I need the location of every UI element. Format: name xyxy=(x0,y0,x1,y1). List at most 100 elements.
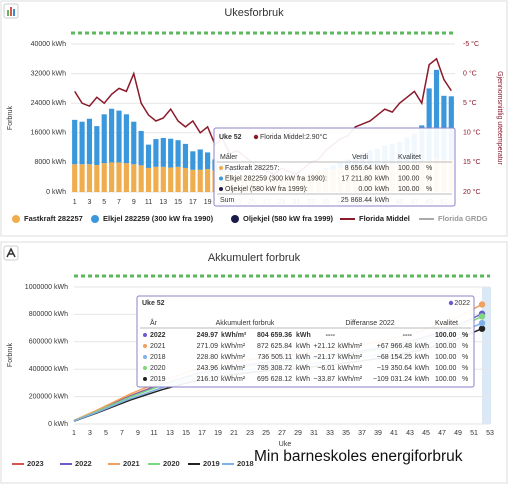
tooltip-bullet xyxy=(143,355,147,359)
x-tick-label: 15 xyxy=(182,430,190,437)
tooltip-sum: 25 868.44 xyxy=(341,197,372,204)
bar xyxy=(190,169,196,192)
tooltip-cell: kWh xyxy=(375,186,389,193)
legend-swatch xyxy=(231,215,239,223)
x-tick-label: 3 xyxy=(88,430,92,437)
x-tick-label: 51 xyxy=(470,430,478,437)
bar xyxy=(138,130,144,166)
caption: Min barneskoles energiforbruk xyxy=(254,448,463,465)
tooltip-cell: kWh/m² xyxy=(221,376,246,383)
x-tick-label: 7 xyxy=(117,199,121,206)
tooltip-cell: kWh/m² xyxy=(221,365,246,372)
tooltip-cell: 216.10 xyxy=(197,376,219,383)
tooltip-header: Differanse 2022 xyxy=(345,320,394,327)
tooltip-cell: kWh xyxy=(296,365,310,372)
bar xyxy=(116,162,122,192)
tooltip-header: År xyxy=(150,318,158,327)
x-tick-label: 19 xyxy=(204,199,212,206)
y-tick-label: 24000 kWh xyxy=(31,100,67,107)
y-tick-label: 8000 kWh xyxy=(34,159,66,166)
bar xyxy=(205,169,211,192)
bar xyxy=(94,164,100,192)
bar xyxy=(86,164,93,192)
bar xyxy=(153,166,159,192)
icon-bar xyxy=(7,10,9,16)
tooltip-cell: 17 211.80 xyxy=(341,175,372,182)
tooltip-cell: 736 505.11 xyxy=(257,354,292,361)
tooltip-cell: kWh xyxy=(296,354,310,361)
y-tick-label: 40000 kWh xyxy=(31,41,67,48)
bar xyxy=(426,88,432,161)
legend-label: 2020 xyxy=(163,459,180,468)
tooltip-bullet xyxy=(219,187,223,191)
bar xyxy=(79,164,85,192)
x-tick-label: 47 xyxy=(438,430,446,437)
tooltip-cell: −19 350.64 xyxy=(377,365,412,372)
tooltip-title: Uke 52 xyxy=(219,134,242,141)
tooltip-header: Måler xyxy=(220,153,238,161)
tooltip-cell: +67 966.48 xyxy=(377,343,412,350)
tooltip-cell: ---- xyxy=(326,332,336,339)
x-tick-label: 1 xyxy=(72,430,76,437)
bar xyxy=(138,165,144,192)
x-tick-label: 27 xyxy=(278,430,286,437)
tooltip-cell: 2019 xyxy=(150,376,166,383)
tooltip-cell: Elkjel 282259 (300 kW fra 1990): xyxy=(225,175,327,182)
tooltip-bullet xyxy=(143,377,147,381)
bar xyxy=(131,121,137,165)
bar xyxy=(160,166,166,192)
legend-label: Florida GRDG xyxy=(438,214,488,223)
bar xyxy=(182,143,189,168)
tooltip-cell: 100.00 xyxy=(435,354,457,361)
bar xyxy=(197,149,203,170)
tooltip-cell: 2020 xyxy=(150,365,166,372)
icon-glyph xyxy=(6,247,16,258)
tooltip-cell: −33.87 xyxy=(313,376,335,383)
tooltip-cell: % xyxy=(462,354,468,361)
x-tick-label: 37 xyxy=(358,430,366,437)
x-tick-label: 43 xyxy=(406,430,414,437)
tooltip-cell: 228.80 xyxy=(197,354,219,361)
tooltip-cell: % xyxy=(462,343,468,350)
tooltip-cell: kWh/m² xyxy=(221,354,246,361)
y2-tick-label: 5 °C xyxy=(463,99,477,107)
x-tick-label: 17 xyxy=(189,199,197,206)
bar xyxy=(109,108,115,163)
x-tick-label: 1 xyxy=(73,199,77,206)
tooltip-cell: kWh/m² xyxy=(338,376,363,383)
tooltip-cell: kWh xyxy=(415,376,429,383)
bar xyxy=(109,162,115,192)
tooltip-bullet xyxy=(143,366,147,370)
y2-tick-label: 10 °C xyxy=(463,129,481,137)
tooltip-cell: % xyxy=(462,376,468,383)
bar xyxy=(123,114,129,164)
bar xyxy=(145,167,152,192)
x-tick-label: 5 xyxy=(102,199,106,206)
x-tick-label: 25 xyxy=(262,430,270,437)
tooltip-cell: −109 031.24 xyxy=(373,376,412,383)
tooltip-cell: 271.09 xyxy=(197,343,219,350)
tooltip-cell: 785 308.72 xyxy=(257,365,292,372)
tooltip-cell: % xyxy=(462,365,468,372)
tooltip-sum: kWh xyxy=(375,197,389,204)
x-tick-label: 39 xyxy=(374,430,382,437)
tooltip-cell: 872 625.84 xyxy=(257,343,292,350)
end-marker xyxy=(478,319,486,327)
chart-title: Akkumulert forbruk xyxy=(208,252,301,264)
tooltip-cell: kWh xyxy=(415,343,429,350)
tooltip-cell: 2021 xyxy=(150,343,166,350)
x-tick-label: 11 xyxy=(145,199,152,206)
x-tick-label: 11 xyxy=(150,430,157,437)
y-tick-label: 0 kWh xyxy=(48,421,68,428)
x-tick-label: 3 xyxy=(88,199,92,206)
tooltip-cell: Oljekjel (580 kW fra 1999): xyxy=(225,186,308,193)
tooltip-cell: −6.01 xyxy=(317,365,335,372)
tooltip-cell: kWh/m² xyxy=(338,354,363,361)
bar xyxy=(94,126,100,165)
legend-label: 2019 xyxy=(203,459,220,468)
tooltip-cell: kWh xyxy=(415,354,429,361)
x-tick-label: 23 xyxy=(246,430,254,437)
end-marker xyxy=(478,301,486,308)
tooltip-cell: 100.00 xyxy=(398,175,420,182)
tooltip-header: Kvalitet xyxy=(398,154,421,161)
